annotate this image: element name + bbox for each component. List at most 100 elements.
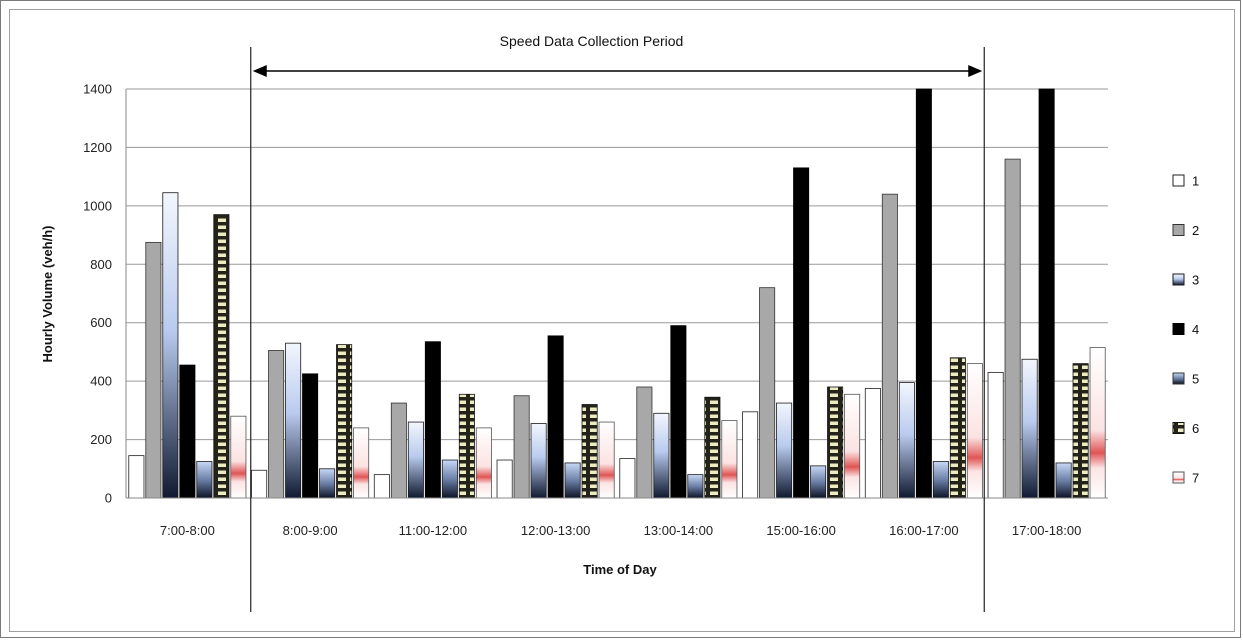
bar-series-7-8 xyxy=(1089,347,1106,499)
bar-series-3-6 xyxy=(776,402,793,499)
collection-period-annotation: Speed Data Collection Period xyxy=(250,33,985,612)
bar-series-7-3 xyxy=(475,427,492,499)
y-tick-label: 1400 xyxy=(83,82,112,97)
y-tick-label: 400 xyxy=(90,374,112,389)
bar-series-7-7 xyxy=(966,363,983,499)
bar-series-2-2 xyxy=(268,350,285,499)
x-tick-label: 15:00-16:00 xyxy=(766,523,835,538)
bar-series-1-7 xyxy=(864,388,881,499)
bar-series-5-1 xyxy=(196,461,213,499)
legend-label-6: 6 xyxy=(1192,421,1199,436)
bar-series-6-2 xyxy=(336,344,353,499)
bar-series-3-4 xyxy=(530,423,547,499)
bar-series-2-5 xyxy=(636,386,653,499)
y-tick-label: 600 xyxy=(90,315,112,330)
x-axis-ticks: 7:00-8:00 8:00-9:00 11:00-12:00 12:00-13:00… xyxy=(160,523,1081,538)
y-tick-label: 0 xyxy=(105,491,112,506)
bar-series-4-6 xyxy=(793,167,810,499)
bar-series-1-5 xyxy=(619,458,636,499)
legend-swatch-3 xyxy=(1172,273,1185,286)
bar-series-4-2 xyxy=(302,373,319,499)
legend-swatch-5 xyxy=(1172,372,1185,385)
legend-label-5: 5 xyxy=(1192,372,1199,387)
x-tick-label: 13:00-14:00 xyxy=(644,523,713,538)
legend-swatch-1 xyxy=(1172,174,1185,187)
bar-series-5-2 xyxy=(319,468,336,499)
bar-series-2-8 xyxy=(1004,158,1021,499)
bar-series-1-6 xyxy=(742,411,759,499)
bar-series-3-2 xyxy=(285,342,302,499)
bar-series-3-5 xyxy=(653,412,670,499)
bar-series-4-7 xyxy=(915,88,932,499)
bar-series-7-4 xyxy=(598,421,615,499)
bar-series-6-1 xyxy=(213,214,230,499)
bars xyxy=(128,88,1106,499)
legend-swatch-2 xyxy=(1172,224,1185,236)
y-tick-label: 800 xyxy=(90,257,112,272)
y-axis-title: Hourly Volume (veh/h) xyxy=(40,226,55,363)
legend-swatch-4 xyxy=(1172,323,1185,335)
annotation-label: Speed Data Collection Period xyxy=(500,33,684,49)
bar-series-5-8 xyxy=(1055,462,1072,499)
bar-series-7-6 xyxy=(844,393,861,499)
legend-label-3: 3 xyxy=(1192,273,1199,288)
bar-series-3-8 xyxy=(1021,358,1038,499)
x-tick-label: 8:00-9:00 xyxy=(283,523,338,538)
bar-series-1-2 xyxy=(251,469,268,499)
x-tick-label: 12:00-13:00 xyxy=(521,523,590,538)
bar-series-1-3 xyxy=(373,474,390,499)
axes xyxy=(125,89,1108,499)
bar-series-1-4 xyxy=(496,459,513,499)
bar-series-5-5 xyxy=(687,474,704,499)
y-tick-label: 1000 xyxy=(83,198,112,213)
bar-series-6-8 xyxy=(1072,363,1089,499)
bar-series-2-1 xyxy=(145,241,162,499)
chart-area-border xyxy=(9,9,1235,632)
bar-series-4-1 xyxy=(179,364,196,499)
arrow-right-head xyxy=(968,65,983,77)
bar-series-6-5 xyxy=(704,396,721,499)
legend: 1 2 3 4 5 6 7 xyxy=(1172,174,1199,486)
bar-series-4-3 xyxy=(424,341,441,499)
x-tick-label: 7:00-8:00 xyxy=(160,523,215,538)
arrow-left-head xyxy=(252,65,267,77)
bar-series-7-5 xyxy=(721,420,738,499)
legend-swatch-7 xyxy=(1172,471,1185,484)
bar-series-5-6 xyxy=(810,465,827,499)
x-tick-label: 17:00-18:00 xyxy=(1012,523,1081,538)
bar-series-3-1 xyxy=(162,192,179,499)
legend-swatch-6 xyxy=(1172,422,1185,434)
bar-series-6-6 xyxy=(827,386,844,499)
bar-series-4-5 xyxy=(670,325,687,499)
bar-series-7-1 xyxy=(230,415,247,499)
bar-series-7-2 xyxy=(353,427,370,499)
bar-series-6-4 xyxy=(581,404,598,499)
bar-series-6-7 xyxy=(949,357,966,499)
legend-label-2: 2 xyxy=(1192,223,1199,238)
bar-series-2-3 xyxy=(390,402,407,499)
bar-series-4-4 xyxy=(547,335,564,499)
bar-series-2-7 xyxy=(881,193,898,499)
legend-label-7: 7 xyxy=(1192,471,1199,486)
x-tick-label: 11:00-12:00 xyxy=(399,523,467,538)
bar-series-2-4 xyxy=(513,395,530,499)
legend-label-4: 4 xyxy=(1192,322,1199,337)
x-axis-title: Time of Day xyxy=(583,562,657,577)
bar-series-5-4 xyxy=(564,462,581,499)
x-tick-label: 16:00-17:00 xyxy=(889,523,958,538)
bar-series-1-8 xyxy=(987,371,1004,499)
bar-series-4-8 xyxy=(1038,88,1055,499)
legend-label-1: 1 xyxy=(1192,174,1199,189)
bar-series-5-3 xyxy=(441,459,458,499)
bar-series-5-7 xyxy=(932,461,949,499)
bar-series-2-6 xyxy=(759,287,776,499)
bar-series-6-3 xyxy=(458,393,475,499)
y-axis-ticks: 0 200 400 600 800 1000 1200 1400 xyxy=(83,82,112,506)
bar-series-3-3 xyxy=(407,421,424,499)
y-tick-label: 1200 xyxy=(83,140,112,155)
bar-series-3-7 xyxy=(898,382,915,499)
bar-series-1-1 xyxy=(128,455,145,499)
y-tick-label: 200 xyxy=(90,432,112,447)
